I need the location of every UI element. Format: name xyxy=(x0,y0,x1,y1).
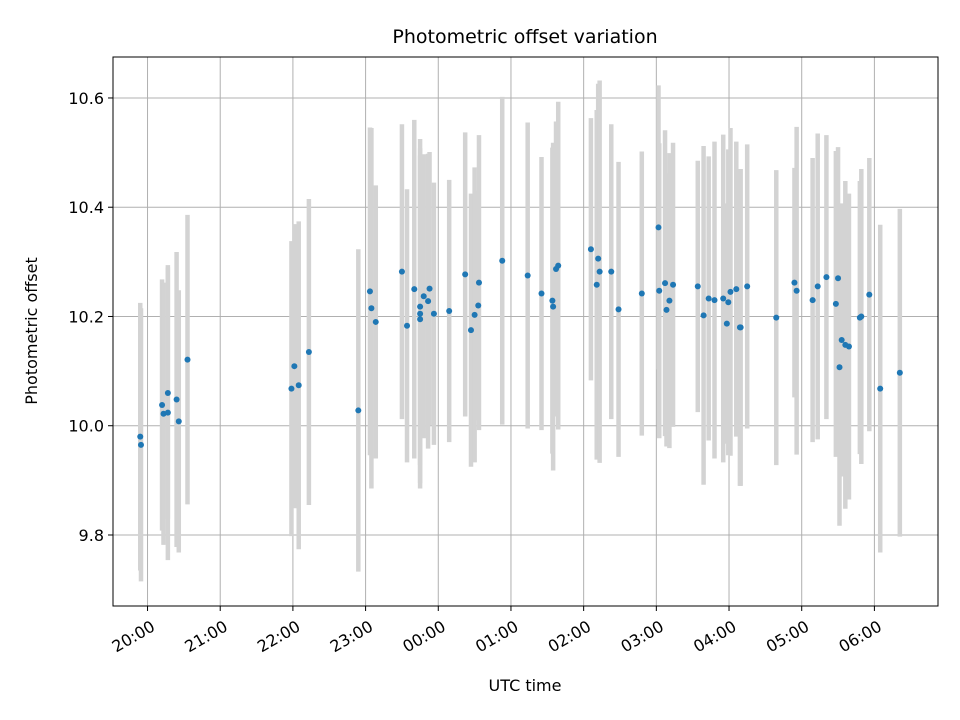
data-point xyxy=(720,295,727,302)
data-point xyxy=(700,312,707,319)
data-point xyxy=(555,262,562,269)
data-point xyxy=(184,356,191,363)
data-point xyxy=(417,310,424,317)
data-point xyxy=(595,255,602,262)
plot-frame xyxy=(112,56,939,607)
data-point xyxy=(655,224,662,231)
data-point xyxy=(793,287,800,294)
data-point xyxy=(417,303,424,310)
data-point xyxy=(877,385,884,392)
data-point xyxy=(137,433,144,440)
data-point xyxy=(593,281,600,288)
data-point xyxy=(744,283,751,290)
data-point xyxy=(305,348,312,355)
data-point xyxy=(291,363,298,370)
data-point xyxy=(417,316,424,323)
data-point xyxy=(656,287,663,294)
y-tick-label: 10.2 xyxy=(68,307,104,326)
data-point xyxy=(823,274,830,281)
data-point xyxy=(288,385,295,392)
data-point xyxy=(137,441,144,448)
data-point xyxy=(524,272,531,279)
data-point xyxy=(499,257,506,264)
data-point xyxy=(866,291,873,298)
data-point xyxy=(727,288,734,295)
data-point xyxy=(638,290,645,297)
data-points xyxy=(137,224,903,448)
data-point xyxy=(164,389,171,396)
data-point xyxy=(791,279,798,286)
data-point xyxy=(596,268,603,275)
data-point xyxy=(366,288,373,295)
data-point xyxy=(711,297,718,304)
data-point xyxy=(737,324,744,331)
data-point xyxy=(462,271,469,278)
data-point xyxy=(858,313,865,320)
data-point xyxy=(608,268,615,275)
data-point xyxy=(475,279,482,286)
data-point xyxy=(670,281,677,288)
data-point xyxy=(832,300,839,307)
data-point xyxy=(355,407,362,414)
data-point xyxy=(411,286,418,293)
data-point xyxy=(663,306,670,313)
data-point xyxy=(295,382,302,389)
data-point xyxy=(615,306,622,313)
data-point xyxy=(420,293,427,300)
data-point xyxy=(549,297,556,304)
data-point xyxy=(368,305,375,312)
data-point xyxy=(587,246,594,253)
data-point xyxy=(723,320,730,327)
data-point xyxy=(725,299,732,306)
y-tick-label: 10.0 xyxy=(68,417,104,436)
y-tick-label: 10.6 xyxy=(68,89,104,108)
data-point xyxy=(845,343,852,350)
data-point xyxy=(372,318,379,325)
y-axis-ticks: 9.8 10.0 10.2 10.4 10.6 xyxy=(68,89,113,545)
data-point xyxy=(835,275,842,282)
data-point xyxy=(666,297,673,304)
data-point xyxy=(836,364,843,371)
chart-title: Photometric offset variation xyxy=(392,26,657,48)
data-point xyxy=(662,280,669,287)
data-point xyxy=(173,396,180,403)
data-point xyxy=(538,290,545,297)
data-point xyxy=(809,297,816,304)
data-point xyxy=(425,298,432,305)
data-point xyxy=(896,369,903,376)
data-point xyxy=(471,311,478,318)
y-tick-label: 10.4 xyxy=(68,198,104,217)
data-point xyxy=(467,327,474,334)
data-point xyxy=(430,310,437,317)
data-point xyxy=(398,268,405,275)
data-point xyxy=(175,418,182,425)
data-point xyxy=(159,401,166,408)
data-point xyxy=(475,302,482,309)
y-tick-label: 9.8 xyxy=(79,526,104,545)
y-axis-label: Photometric offset xyxy=(22,257,41,405)
data-point xyxy=(550,303,557,310)
data-point xyxy=(838,336,845,343)
data-point xyxy=(426,285,433,292)
data-point xyxy=(773,314,780,321)
data-point xyxy=(404,322,411,329)
data-point xyxy=(446,308,453,315)
data-point xyxy=(733,286,740,293)
data-point xyxy=(164,409,171,416)
data-point xyxy=(814,283,821,290)
x-axis-label: UTC time xyxy=(489,676,562,695)
data-point xyxy=(694,283,701,290)
data-point xyxy=(705,295,712,302)
